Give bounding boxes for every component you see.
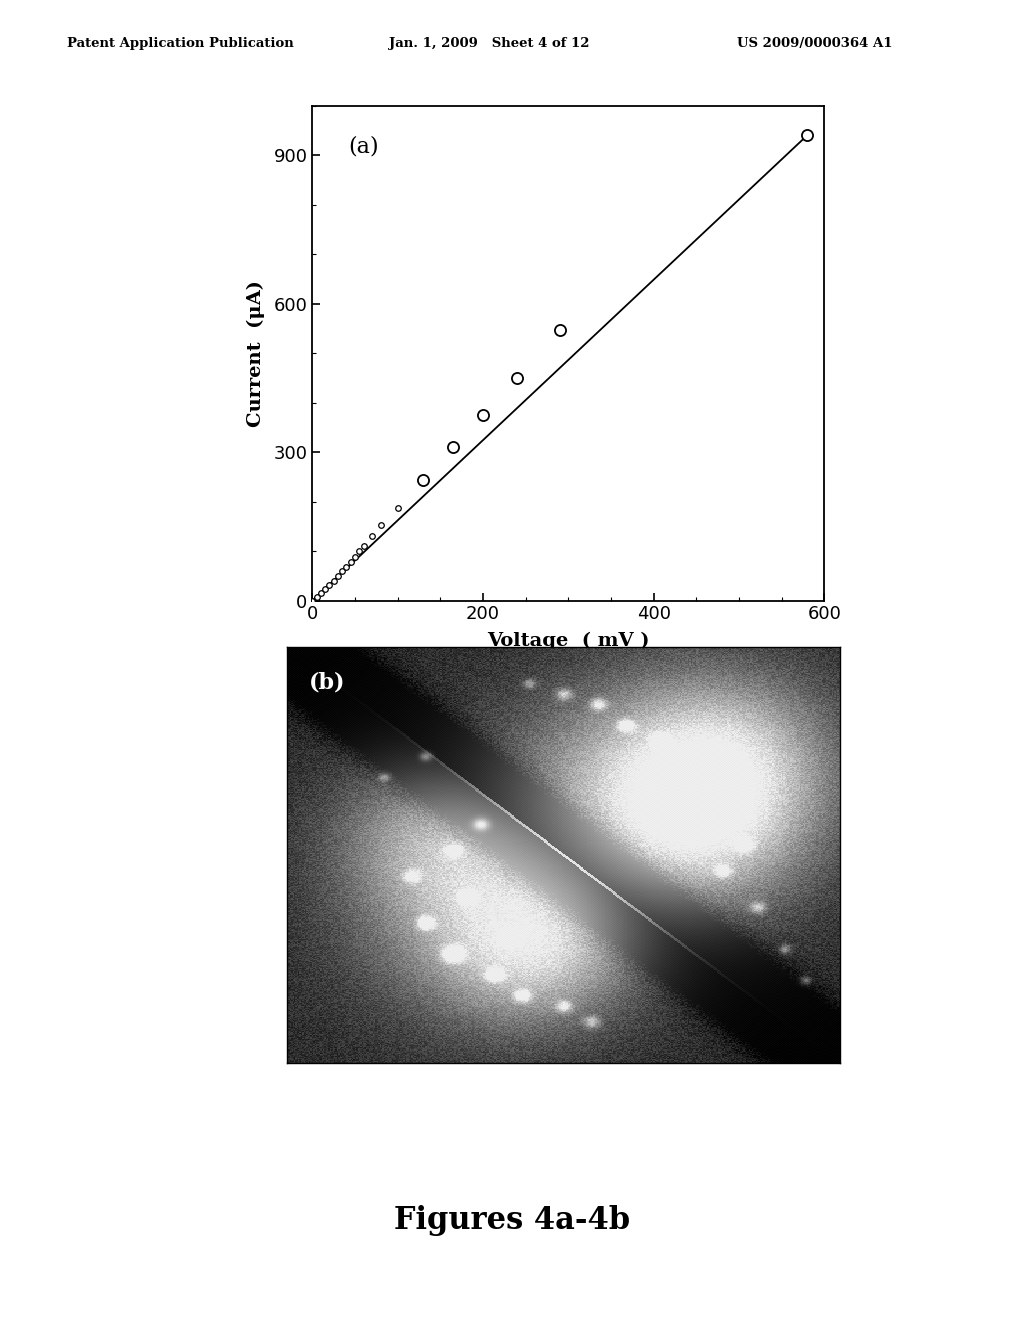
Text: Jan. 1, 2009   Sheet 4 of 12: Jan. 1, 2009 Sheet 4 of 12 bbox=[389, 37, 590, 50]
Text: (b): (b) bbox=[309, 672, 345, 694]
Text: US 2009/0000364 A1: US 2009/0000364 A1 bbox=[737, 37, 893, 50]
Text: (a): (a) bbox=[348, 135, 379, 157]
Text: Patent Application Publication: Patent Application Publication bbox=[67, 37, 293, 50]
Text: Figures 4a-4b: Figures 4a-4b bbox=[394, 1205, 630, 1237]
X-axis label: Voltage  ( mV ): Voltage ( mV ) bbox=[487, 632, 649, 649]
Y-axis label: Current  (μA): Current (μA) bbox=[247, 280, 265, 426]
